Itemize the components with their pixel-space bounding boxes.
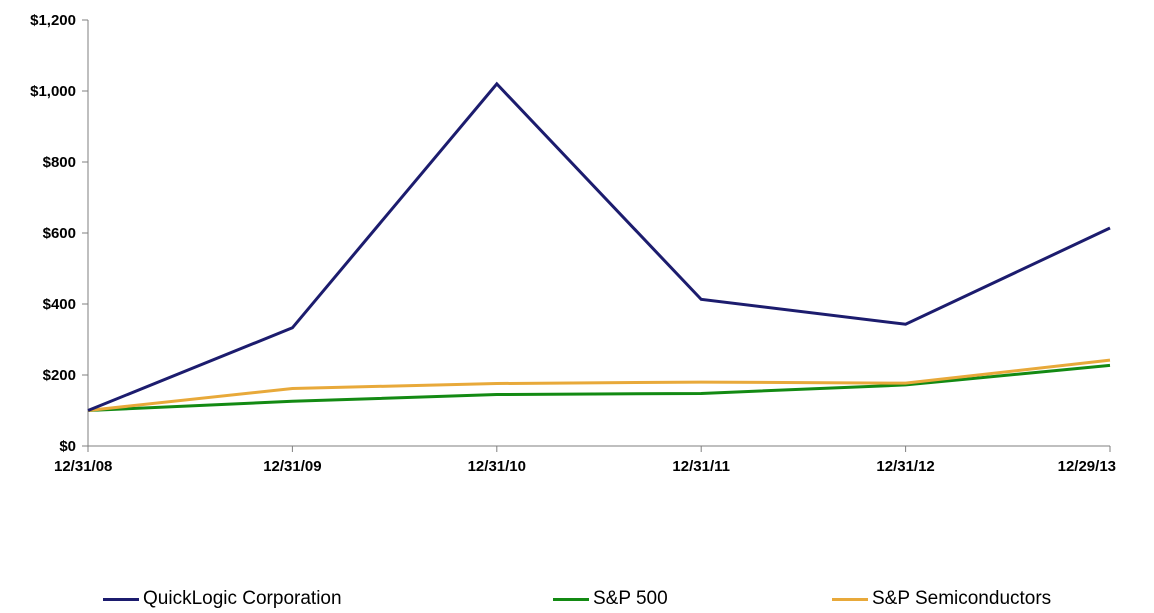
legend-swatch-sp-semiconductors [832,597,868,601]
y-tick-label: $0 [59,438,76,455]
legend-swatch-quicklogic [103,597,139,601]
series-line-quicklogic [87,81,1111,412]
x-tick-label: 12/29/13 [1058,458,1116,475]
x-tick-label: 12/31/08 [54,458,112,475]
x-tick-label: 12/31/10 [468,458,526,475]
series-line-sp500 [87,363,1111,412]
y-tick-label: $800 [43,154,76,171]
legend-swatch-sp500 [553,597,589,601]
line-chart: $0$200$400$600$800$1,000$1,200 12/31/08 1… [30,12,1116,475]
legend-item-sp-semiconductors: S&P Semiconductors [832,588,1051,610]
x-tick-label: 12/31/09 [263,458,321,475]
y-tick-label: $1,000 [30,83,76,100]
x-tick-label: 12/31/11 [672,458,730,475]
legend-label-sp-semiconductors: S&P Semiconductors [872,588,1052,609]
y-tick-label: $400 [43,296,76,313]
legend-item-quicklogic: QuickLogic Corporation [103,588,342,610]
legend: QuickLogic Corporation S&P 500 S&P Semic… [0,588,1154,613]
y-tick-label: $1,200 [30,12,76,29]
legend-item-sp500: S&P 500 [553,588,668,610]
legend-label-sp500: S&P 500 [593,588,668,609]
y-tick-label: $200 [43,367,76,384]
legend-label-quicklogic: QuickLogic Corporation [143,588,342,609]
y-tick-label: $600 [43,225,76,242]
y-ticks: $0 $200 $400 $600 $800 $1,000 $1,200 [30,12,88,455]
series-line-sp-semiconductors [87,358,1111,412]
series-lines [87,81,1111,412]
x-ticks: 12/31/08 12/31/09 12/31/10 12/31/11 12/31/12… [54,446,1116,475]
x-tick-label: 12/31/12 [876,458,934,475]
